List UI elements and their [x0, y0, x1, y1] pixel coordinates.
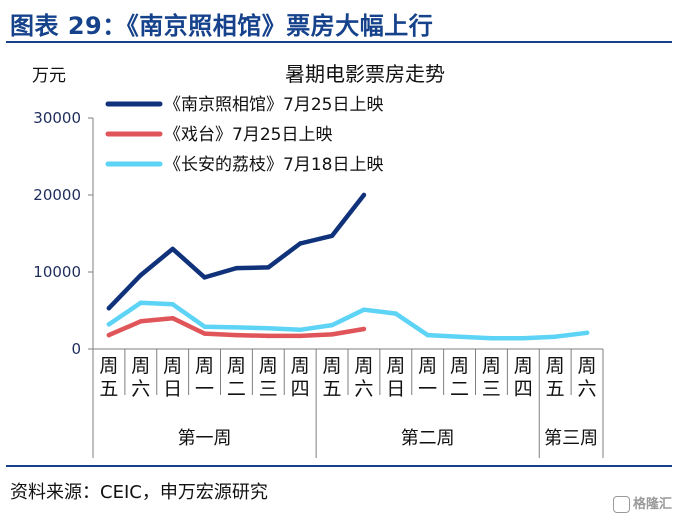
legend-label: 《长安的荔枝》7月18日上映 [164, 155, 383, 175]
x-tick-label: 六 [131, 378, 150, 400]
x-tick-label: 日 [386, 378, 405, 400]
x-tick-label: 周 [163, 355, 182, 377]
x-tick-label: 四 [514, 378, 533, 400]
x-tick-label: 一 [195, 378, 214, 400]
x-tick-label: 日 [163, 378, 182, 400]
x-tick-label: 周 [386, 355, 405, 377]
data-point [361, 326, 367, 332]
x-tick-label: 一 [418, 378, 437, 400]
data-point [266, 265, 271, 270]
data-point [106, 322, 112, 327]
data-point [106, 332, 112, 338]
x-tick-label: 周 [99, 355, 118, 377]
data-point [329, 233, 335, 239]
y-tick-label: 30000 [33, 109, 81, 127]
x-tick-label: 二 [227, 378, 246, 400]
x-tick-label: 周 [227, 355, 246, 377]
data-point [552, 334, 558, 339]
legend-label: 《南京照相馆》7月25日上映 [164, 95, 383, 115]
x-tick-label: 六 [578, 378, 597, 400]
legend: 《南京照相馆》7月25日上映《戏台》7月25日上映《长安的荔枝》7月18日上映 [105, 95, 383, 175]
data-point [297, 333, 303, 339]
top-rule [6, 41, 672, 43]
legend-label: 《戏台》7月25日上映 [164, 125, 332, 145]
data-point [393, 311, 399, 316]
y-tick-label: 0 [71, 340, 81, 358]
x-tick-label: 五 [546, 378, 565, 400]
data-point [521, 336, 526, 341]
data-point [329, 322, 335, 328]
group-label: 第三周 [544, 428, 598, 449]
data-point [170, 316, 175, 321]
y-tick-label: 10000 [33, 263, 81, 281]
data-point [266, 326, 271, 331]
x-tick-label: 周 [195, 355, 214, 377]
x-tick-label: 三 [259, 378, 278, 400]
data-point [202, 331, 207, 336]
group-label: 第二周 [401, 428, 455, 449]
y-axis-unit: 万元 [32, 66, 66, 86]
figure-title: 图表 29：《南京照相馆》票房大幅上行 [10, 12, 434, 40]
data-point [297, 241, 303, 246]
y-tick-label: 20000 [33, 186, 81, 204]
data-point [266, 333, 271, 339]
series-line [106, 300, 590, 341]
data-point [329, 332, 335, 337]
group-label: 第一周 [178, 428, 232, 449]
x-tick-label: 周 [131, 355, 150, 377]
watermark-logo-icon [612, 496, 630, 513]
data-point [489, 336, 494, 341]
source-note: 资料来源：CEIC，申万宏源研究 [10, 482, 268, 503]
x-tick-label: 五 [323, 378, 342, 400]
x-tick-label: 四 [291, 378, 310, 400]
axes: 0100002000030000周五周六周日周一周二周三周四周五周六周日周一周二… [33, 109, 604, 458]
data-point [297, 327, 303, 332]
data-point [170, 302, 175, 307]
data-point [425, 332, 430, 338]
watermark: 格隆汇 [612, 493, 672, 513]
x-tick-label: 周 [546, 355, 565, 377]
data-point [202, 275, 207, 280]
x-tick-label: 六 [354, 378, 373, 400]
x-tick-label: 五 [99, 378, 118, 400]
watermark-text: 格隆汇 [632, 497, 672, 512]
data-point [106, 305, 112, 311]
data-point [234, 325, 239, 330]
data-point [138, 300, 144, 305]
x-tick-label: 周 [259, 355, 278, 377]
bottom-rule [6, 465, 672, 467]
x-tick-label: 周 [291, 355, 310, 377]
data-point [138, 319, 144, 324]
data-point [170, 246, 175, 252]
data-point [234, 332, 239, 338]
x-tick-label: 二 [450, 378, 469, 400]
data-point [234, 265, 239, 271]
data-point [138, 272, 144, 278]
x-tick-label: 周 [323, 355, 342, 377]
data-point [457, 334, 462, 339]
chart-title: 暑期电影票房走势 [285, 62, 445, 86]
data-point [584, 330, 590, 336]
x-tick-label: 周 [354, 355, 373, 377]
series-line [106, 192, 367, 311]
x-tick-label: 周 [418, 355, 437, 377]
data-point [361, 307, 367, 312]
x-tick-label: 三 [482, 378, 501, 400]
x-tick-label: 周 [578, 355, 597, 377]
x-tick-label: 周 [514, 355, 533, 377]
data-point [202, 324, 207, 329]
data-point [361, 192, 367, 198]
x-tick-label: 周 [482, 355, 501, 377]
x-tick-label: 周 [450, 355, 469, 377]
series-layer [106, 192, 590, 341]
